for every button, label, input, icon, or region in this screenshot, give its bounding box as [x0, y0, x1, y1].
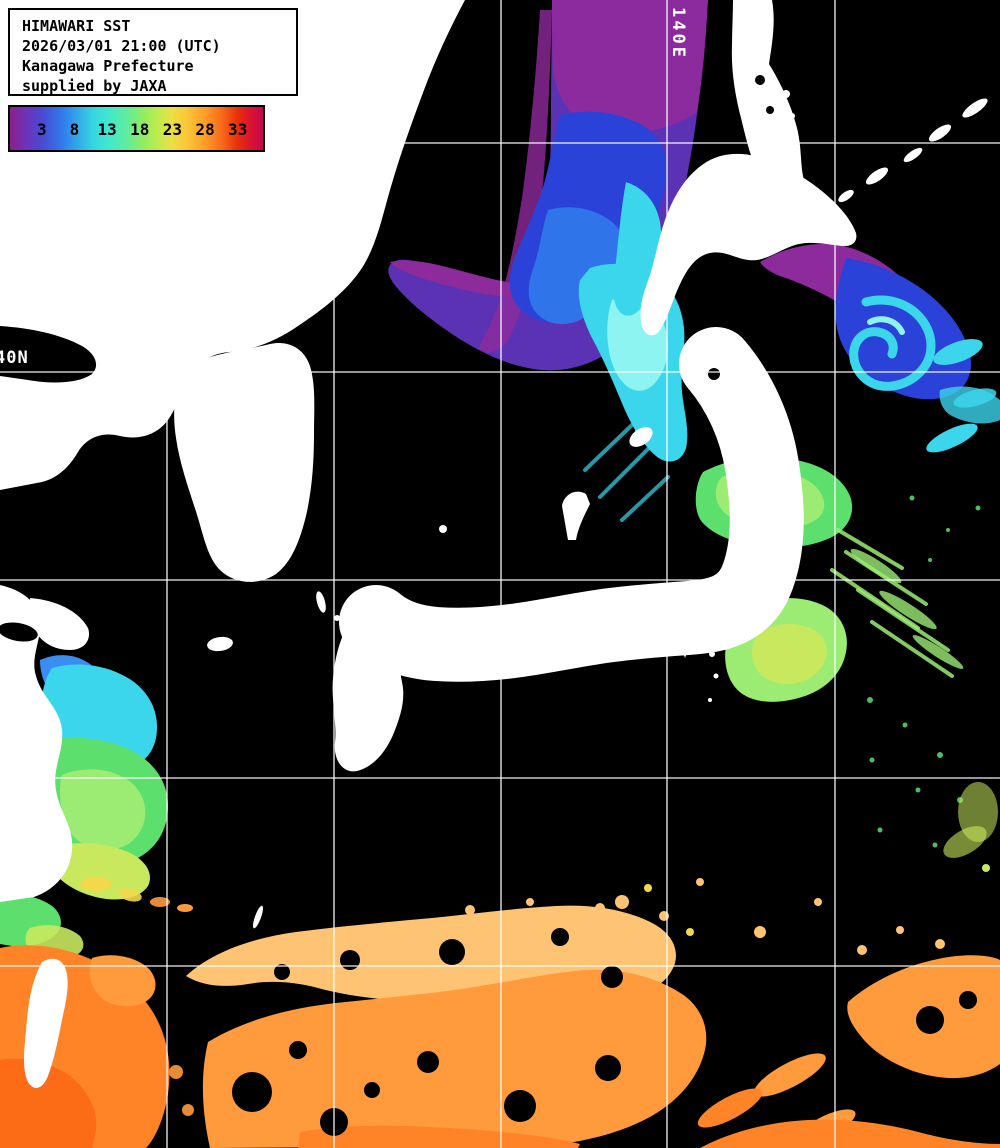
- sst-green-filament-fan: [830, 528, 964, 678]
- sst-green-blob-core: [752, 624, 827, 685]
- colorbar-tick: 18: [130, 120, 150, 139]
- sea-ice-speckles: [755, 75, 795, 133]
- sst-ecs-warm-specks: [80, 877, 193, 912]
- sst-cyan-filament: [926, 423, 978, 453]
- sst-right-edge-teal: [939, 386, 1000, 424]
- sst-ecs-yellowgreen: [47, 843, 150, 900]
- land-izu-islands: [708, 651, 719, 702]
- land-boso-peninsula: [741, 561, 773, 593]
- land-oki: [439, 525, 447, 533]
- mutsu-bay: [708, 368, 720, 380]
- sst-warm-bottom-band: [700, 1119, 1000, 1148]
- cloud-hole: [916, 1006, 944, 1034]
- land-kyushu: [332, 620, 404, 772]
- land-korea: [174, 342, 315, 582]
- land-sakhalin: [731, 0, 808, 205]
- info-prefecture: Kanagawa Prefecture: [22, 57, 194, 75]
- colorbar-tick: 23: [162, 120, 183, 139]
- land-okinawa: [253, 905, 263, 929]
- sst-yellowgreen-right-edge: [958, 782, 998, 842]
- land-china-coast: [0, 585, 73, 902]
- sst-yellowgreen-right-edge: [943, 826, 987, 858]
- sst-eddy-swirl: [849, 295, 936, 391]
- land-iki: [334, 615, 340, 621]
- sst-cyan-filament: [933, 339, 983, 365]
- info-box: HIMAWARI SST 2026/03/01 21:00 (UTC) Kana…: [8, 8, 298, 96]
- sst-vladivostok-arm: [390, 260, 534, 297]
- info-title: HIMAWARI SST: [22, 17, 131, 35]
- land-sado: [629, 427, 653, 447]
- sst-colorbar: 3 8 13 18 23 28 33: [8, 105, 265, 152]
- info-supplier: supplied by JAXA: [22, 77, 167, 95]
- cloud-hole: [959, 991, 977, 1009]
- sst-ecs-green-core: [59, 769, 146, 850]
- land-izu-peninsula: [676, 632, 694, 658]
- colorbar-tick: 8: [69, 120, 80, 139]
- sst-warm-center-deep: [298, 1125, 580, 1148]
- colorbar-tick: 3: [37, 120, 47, 139]
- sst-warm-left-deep: [0, 1058, 97, 1148]
- sst-wedge-top-magenta: [552, 0, 708, 133]
- land-noto-peninsula: [562, 491, 590, 540]
- sst-sandy-specks: [169, 864, 990, 1116]
- sst-scattered-green-specks: [867, 495, 981, 848]
- info-datetime: 2026/03/01 21:00 (UTC): [22, 37, 221, 55]
- sst-west-honshu-cyan-streaks: [583, 423, 670, 522]
- colorbar-tick: 28: [195, 120, 215, 139]
- land-shanghai-bulge: [30, 598, 90, 650]
- land-tsushima: [316, 591, 326, 613]
- sea-peter-the-great-bay: [0, 326, 97, 383]
- sst-warm-taiwan-east: [89, 955, 156, 1007]
- colorbar-tick: 13: [97, 120, 117, 139]
- colorbar-tick: 33: [228, 120, 248, 139]
- land-hokkaido: [640, 153, 857, 336]
- land-kuril-islands: [838, 98, 988, 203]
- sst-warm-center: [202, 969, 707, 1148]
- yangtze-inlet: [0, 622, 38, 642]
- land-taiwan: [24, 958, 68, 1088]
- sst-eddy-core: [867, 316, 905, 335]
- longitude-label-140e: 140E: [668, 7, 688, 60]
- colorbar-gradient: [10, 107, 263, 150]
- land-shikoku: [429, 617, 535, 665]
- latitude-label-40n: 40N: [0, 348, 29, 368]
- land-jeju: [207, 636, 233, 652]
